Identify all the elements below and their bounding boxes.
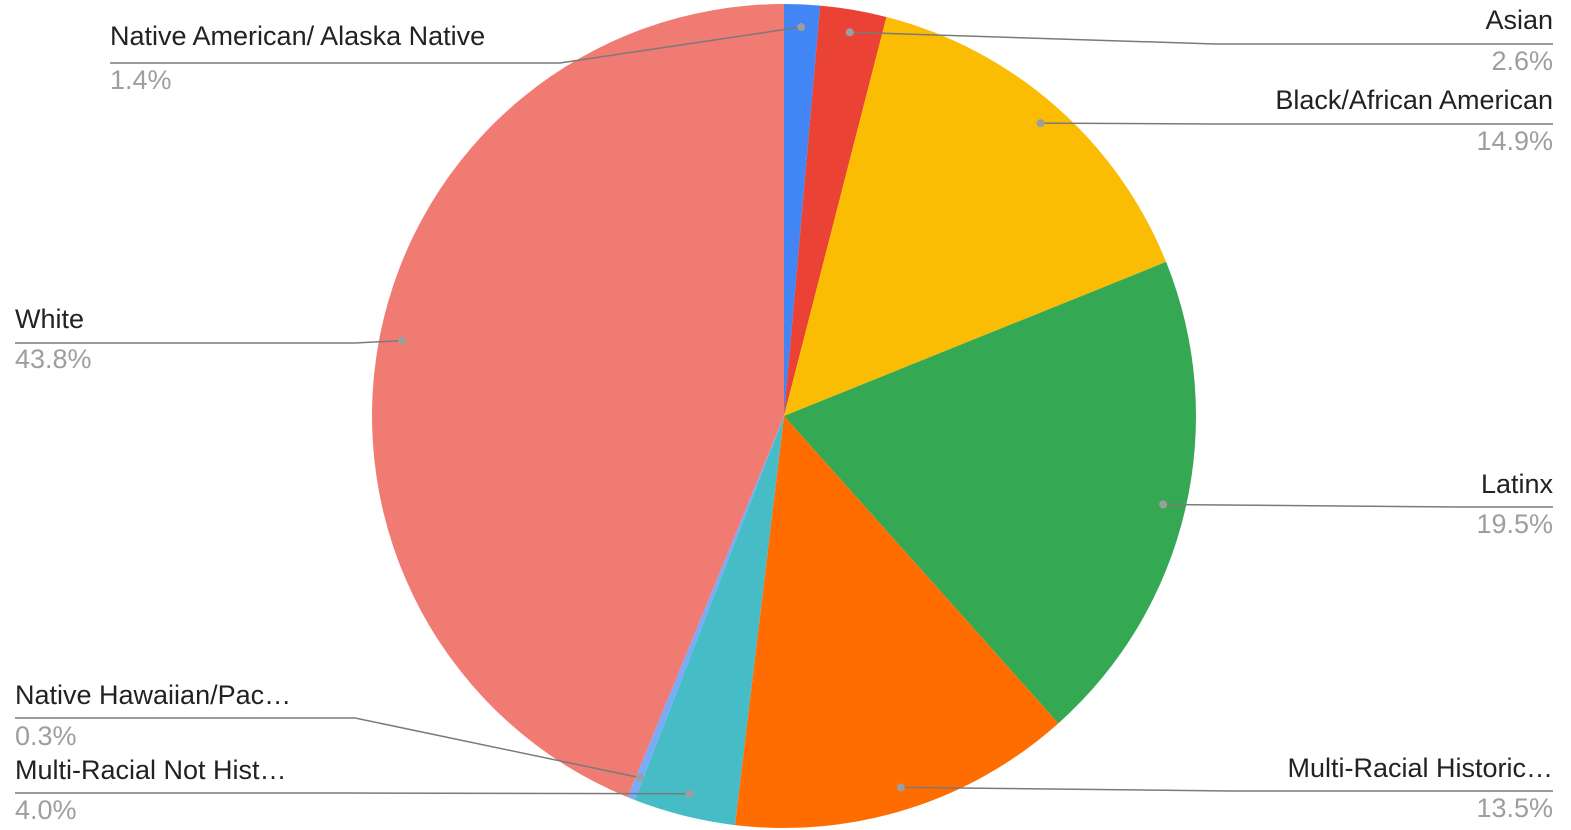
pie-slice [784,261,1196,724]
leader-dot [896,783,905,792]
leader-dot [845,28,854,37]
pie-slice [784,16,1167,417]
leader-line [15,792,690,795]
slice-value: 0.3% [15,721,77,751]
slice-value: 43.8% [15,344,92,374]
pie-slice [734,416,1059,828]
leader-dot [635,773,644,782]
slice-value: 13.5% [1476,793,1553,823]
slice-label: Multi-Racial Historic… [1287,753,1553,783]
slice-label: Black/African American [1275,85,1553,115]
leader-dot [797,23,806,32]
slice-label: Multi-Racial Not Hist… [15,755,287,785]
leader-line [900,786,1553,792]
leader-line [1040,122,1553,125]
leader-line [1163,503,1553,508]
slice-label: White [15,304,84,334]
leader-line [849,31,1553,45]
leader-dot [1036,119,1045,128]
pie-slice [784,5,887,416]
slice-label: Asian [1485,5,1553,35]
leader-line [110,26,802,64]
leader-line [15,717,640,779]
slice-label: Native Hawaiian/Pac… [15,680,291,710]
leader-line [15,339,403,344]
leader-dot [685,789,694,798]
pie-slice [784,4,821,416]
slice-value: 1.4% [110,65,172,95]
slice-value: 14.9% [1476,126,1553,156]
pie-slice [371,4,784,798]
leader-dot [398,336,407,345]
slice-value: 4.0% [15,795,77,825]
pie-slice [634,416,784,826]
pie-slice [627,416,784,801]
slice-value: 2.6% [1491,46,1553,76]
slice-label: Native American/ Alaska Native [110,21,485,51]
leader-dot [1159,500,1168,509]
slice-label: Latinx [1481,469,1554,499]
slice-value: 19.5% [1476,509,1553,539]
